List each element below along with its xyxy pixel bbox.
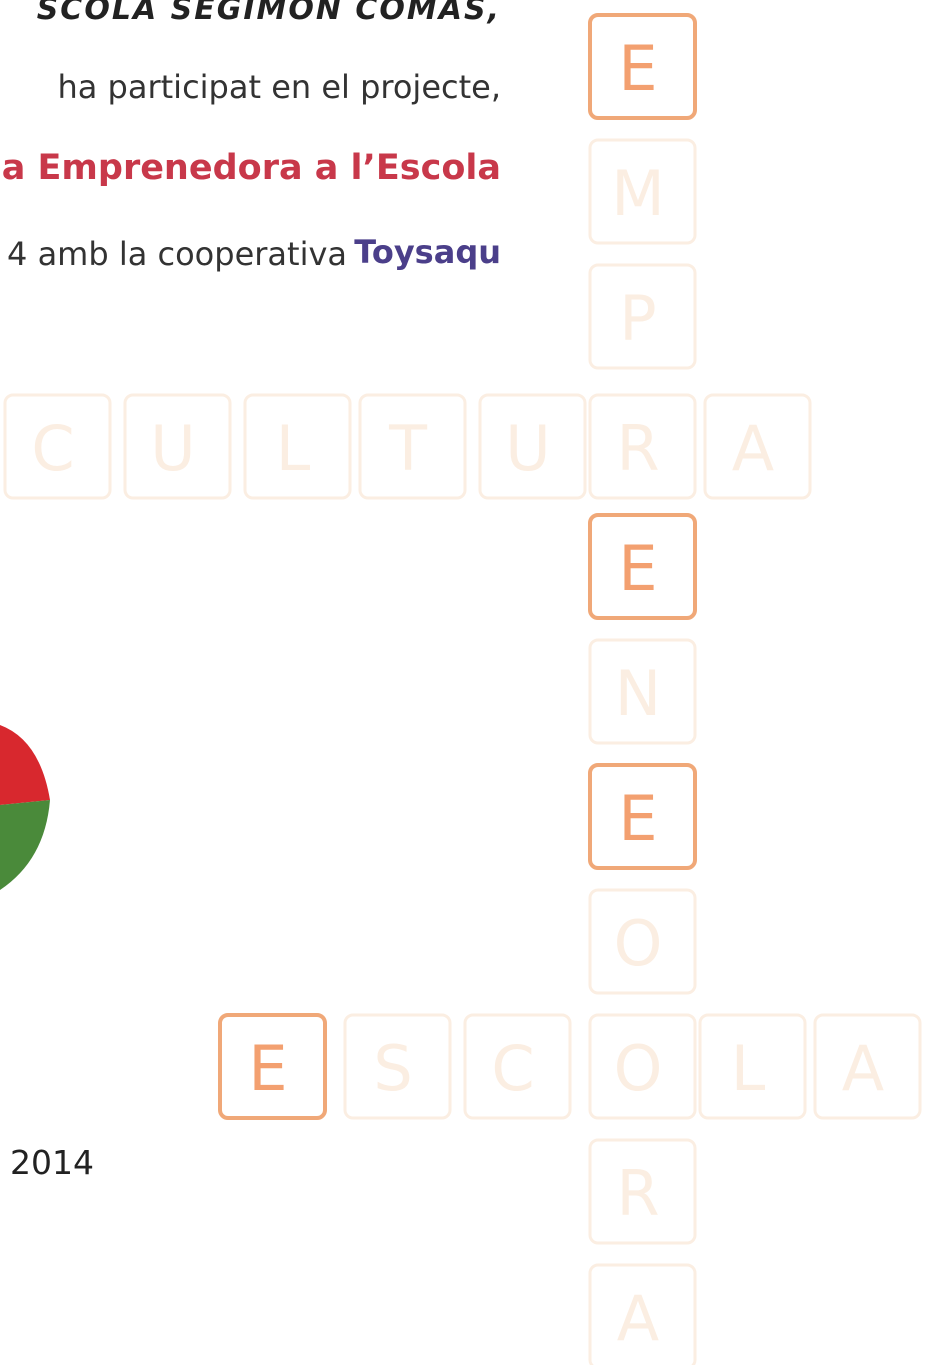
participation-text: ha participat en el projecte, (57, 68, 501, 106)
tile-letter: C (491, 1032, 534, 1105)
ball-red (0, 725, 50, 805)
tile-letter: C (31, 412, 74, 485)
certificate-page: EMPENEORACULTURAESCOLA SCOLA SEGIMON COM… (0, 0, 929, 1365)
tile-letter: S (373, 1032, 412, 1105)
tile-letter: E (618, 32, 657, 105)
tile-letter: L (731, 1032, 766, 1105)
tile-letter: A (842, 1032, 884, 1105)
decoration: EMPENEORACULTURAESCOLA (0, 0, 929, 1365)
tile-letter: A (732, 412, 774, 485)
tile-letter: E (618, 532, 657, 605)
tile-letter: R (616, 412, 659, 485)
tile-letter: E (618, 782, 657, 855)
tile-letter: N (615, 657, 661, 730)
tile-letter: U (505, 412, 550, 485)
date-year: 2014 (10, 1143, 94, 1182)
tile-letter: E (248, 1032, 287, 1105)
tile-letter: U (150, 412, 195, 485)
project-name: a Emprenedora a l’Escola (2, 148, 501, 188)
cooperative-name: Toysaqu (354, 233, 501, 271)
cooperative-text: 4 amb la cooperativa (7, 235, 347, 273)
tile-letter: R (616, 1157, 659, 1230)
ball-green (0, 800, 50, 890)
tile-letter: O (614, 1032, 663, 1105)
tile-letter: P (619, 282, 656, 355)
school-name: SCOLA SEGIMON COMAS, (37, 0, 501, 27)
tile-letter: T (388, 412, 428, 485)
tile-letter: O (614, 907, 663, 980)
tile-letter: L (276, 412, 311, 485)
tile-letter: M (611, 157, 665, 230)
tile-letter: A (617, 1282, 659, 1355)
